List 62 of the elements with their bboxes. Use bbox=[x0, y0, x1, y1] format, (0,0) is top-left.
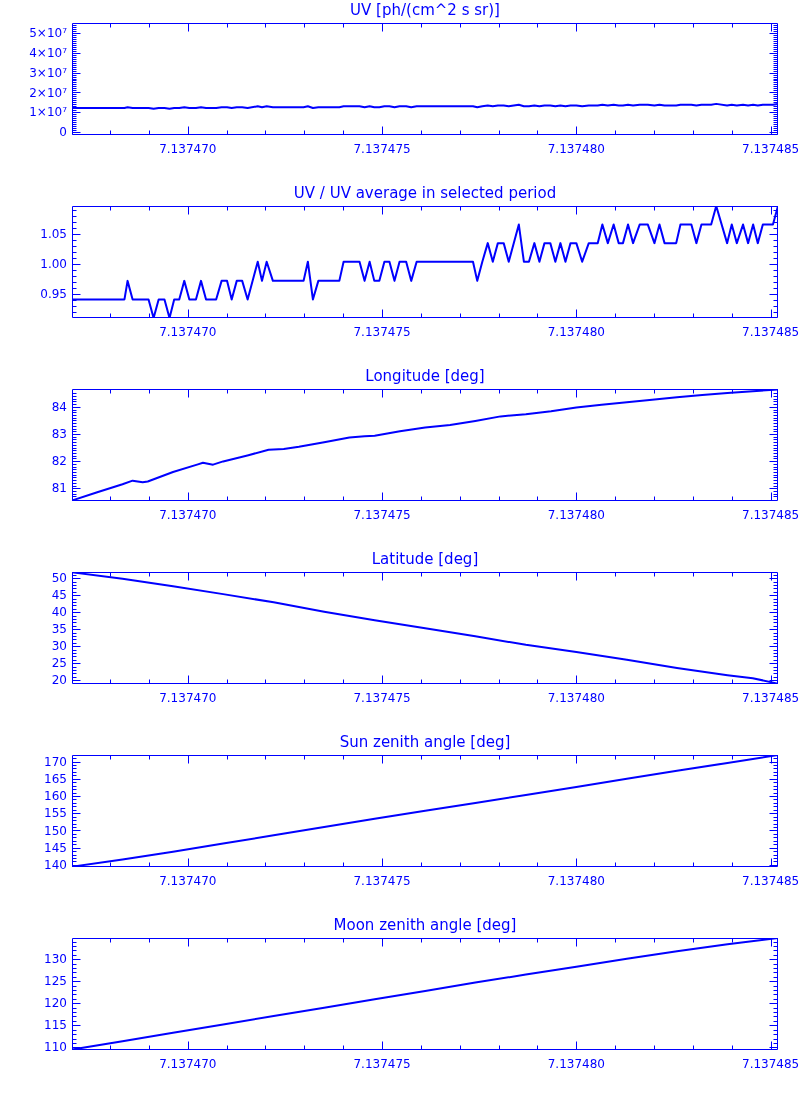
chart-title: Latitude [deg] bbox=[371, 549, 479, 568]
y-tick-label: 1.00 bbox=[40, 257, 67, 272]
y-tick-label: 150 bbox=[44, 823, 67, 838]
y-tick-label: 30 bbox=[51, 639, 67, 654]
x-tick-label: 7.137475 bbox=[353, 142, 411, 157]
y-tick-label: 125 bbox=[44, 974, 67, 989]
x-tick-label: 7.137480 bbox=[547, 508, 605, 523]
y-tick-label: 130 bbox=[44, 952, 67, 967]
y-tick-label: 50 bbox=[51, 571, 67, 586]
y-tick-label: 81 bbox=[51, 481, 67, 496]
y-tick-label: 165 bbox=[44, 771, 67, 786]
chart-title: Sun zenith angle [deg] bbox=[339, 732, 511, 751]
x-tick-label: 7.137475 bbox=[353, 691, 411, 706]
y-tick-label: 1.05 bbox=[40, 227, 67, 242]
y-tick-label: 45 bbox=[51, 588, 67, 603]
y-tick-label: 160 bbox=[44, 789, 67, 804]
y-tick-label: 40 bbox=[51, 605, 67, 620]
x-tick-label: 7.137485 bbox=[741, 142, 800, 157]
y-tick-label: 35 bbox=[51, 622, 67, 637]
y-tick-label: 25 bbox=[51, 656, 67, 671]
x-tick-label: 7.137470 bbox=[159, 691, 217, 706]
y-tick-label: 1×10⁷ bbox=[29, 105, 68, 120]
y-tick-label: 0 bbox=[59, 125, 67, 140]
x-tick-label: 7.137470 bbox=[159, 1057, 217, 1072]
x-tick-label: 7.137470 bbox=[159, 325, 217, 340]
y-tick-label: 115 bbox=[44, 1018, 67, 1033]
y-tick-label: 140 bbox=[44, 858, 67, 873]
y-tick-label: 83 bbox=[51, 427, 67, 442]
x-tick-label: 7.137485 bbox=[741, 325, 800, 340]
y-tick-label: 145 bbox=[44, 840, 67, 855]
chart-title: UV [ph/(cm^2 s sr)] bbox=[350, 0, 500, 19]
x-tick-label: 7.137470 bbox=[159, 508, 217, 523]
y-tick-label: 170 bbox=[44, 754, 67, 769]
y-tick-label: 5×10⁷ bbox=[29, 26, 68, 41]
y-tick-label: 84 bbox=[51, 400, 67, 415]
x-tick-label: 7.137475 bbox=[353, 874, 411, 889]
x-tick-label: 7.137480 bbox=[547, 874, 605, 889]
x-tick-label: 7.137480 bbox=[547, 325, 605, 340]
y-tick-label: 2×10⁷ bbox=[29, 85, 68, 100]
y-tick-label: 3×10⁷ bbox=[29, 65, 68, 80]
x-tick-label: 7.137475 bbox=[353, 325, 411, 340]
y-tick-label: 120 bbox=[44, 996, 67, 1011]
x-tick-label: 7.137470 bbox=[159, 874, 217, 889]
x-tick-label: 7.137485 bbox=[741, 508, 800, 523]
x-tick-label: 7.137480 bbox=[547, 691, 605, 706]
chart-title: UV / UV average in selected period bbox=[293, 183, 557, 202]
x-tick-label: 7.137475 bbox=[353, 508, 411, 523]
x-tick-label: 7.137480 bbox=[547, 142, 605, 157]
y-tick-label: 82 bbox=[51, 454, 67, 469]
x-tick-label: 7.137485 bbox=[741, 1057, 800, 1072]
chart-title: Longitude [deg] bbox=[365, 366, 485, 385]
x-tick-label: 7.137480 bbox=[547, 1057, 605, 1072]
x-tick-label: 7.137475 bbox=[353, 1057, 411, 1072]
chart-title: Moon zenith angle [deg] bbox=[333, 915, 517, 934]
x-tick-label: 7.137485 bbox=[741, 691, 800, 706]
y-tick-label: 0.95 bbox=[40, 287, 67, 302]
y-tick-label: 155 bbox=[44, 806, 67, 821]
y-tick-label: 20 bbox=[51, 673, 67, 688]
x-tick-label: 7.137470 bbox=[159, 142, 217, 157]
y-tick-label: 4×10⁷ bbox=[29, 45, 68, 60]
x-tick-label: 7.137485 bbox=[741, 874, 800, 889]
y-tick-label: 110 bbox=[44, 1040, 67, 1055]
